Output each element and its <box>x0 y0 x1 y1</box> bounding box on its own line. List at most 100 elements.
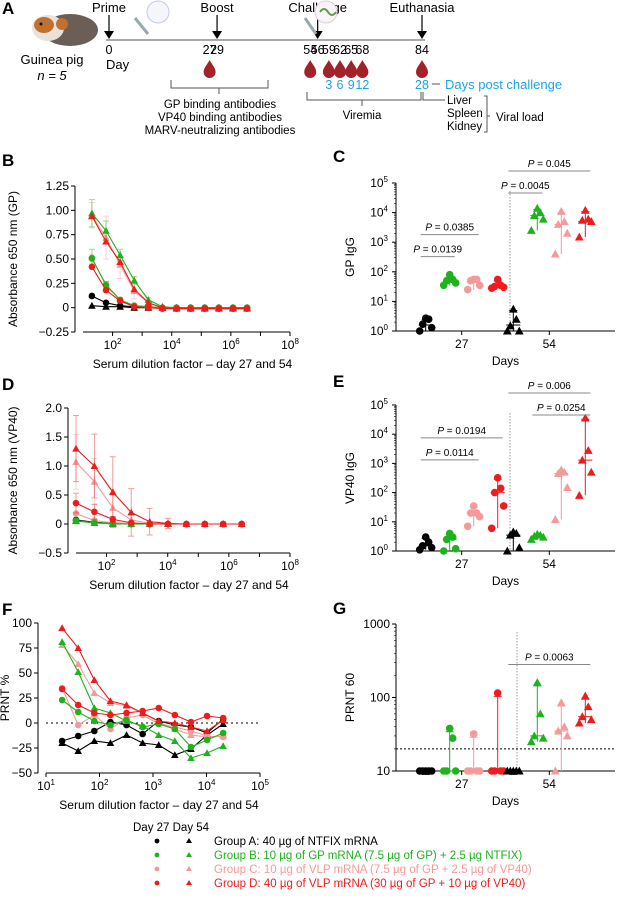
triangle-marker <box>74 668 83 676</box>
triangle-point <box>505 321 515 330</box>
x-axis-label: Serum dilution factor – day 27 and 54 <box>89 578 289 592</box>
y-tick-label: 10 <box>377 764 391 778</box>
triangle-point <box>550 249 560 258</box>
group-groupC-day54 <box>550 207 572 258</box>
group-groupA-day54 <box>502 304 524 335</box>
day-tick-84: 84 <box>415 43 429 57</box>
organ-kidney: Kidney <box>447 121 482 133</box>
triangle-marker-icon <box>186 852 192 857</box>
median-range-bar <box>466 736 481 772</box>
circle-point <box>469 730 478 738</box>
triangle-point <box>502 326 512 335</box>
x-tick-label: 54 <box>543 777 557 791</box>
x-tick-label: 102 <box>98 558 116 573</box>
circle-marker <box>91 709 98 717</box>
panel-letter-d: D <box>2 375 14 394</box>
legend-label: Group A: 40 µg of NTFIX mRNA <box>214 836 378 848</box>
circle-point <box>418 542 427 550</box>
triangle-point <box>577 455 587 464</box>
blood-drop-icon <box>345 60 358 78</box>
arrow-down-icon <box>212 31 223 39</box>
circle-point <box>439 547 448 555</box>
group-groupB-day54 <box>526 529 548 543</box>
triangle-point <box>511 314 521 323</box>
circle-marker <box>107 721 114 729</box>
day-tick-59: 59 <box>322 43 336 57</box>
series-line <box>91 257 248 309</box>
triangle-marker <box>203 749 211 757</box>
group-groupB-day27 <box>439 270 460 290</box>
y-tick-label: 0.5 <box>45 488 62 502</box>
circle-marker <box>171 725 179 733</box>
n-label: n = 5 <box>37 68 67 83</box>
triangle-marker <box>154 731 163 739</box>
triangle-marker <box>130 276 139 284</box>
syringe-icon <box>133 0 170 35</box>
y-tick-label: 1.25 <box>46 179 70 193</box>
triangle-point <box>586 715 596 724</box>
y-axis-label: Absorbance 650 nm (VP40) <box>6 406 20 554</box>
triangle-point <box>550 766 560 775</box>
triangle-point <box>580 691 590 700</box>
antibody-bracket <box>170 80 269 94</box>
triangle-point <box>580 205 590 214</box>
triangle-marker <box>90 704 99 712</box>
panel-letter-c: C <box>333 147 345 166</box>
triangle-point <box>562 731 572 740</box>
day-tick-0: 0 <box>106 43 113 57</box>
circle-marker <box>74 701 82 709</box>
triangle-marker <box>116 258 124 265</box>
p-value-label: P = 0.0194 <box>437 426 486 437</box>
triangle-marker <box>102 237 110 245</box>
triangle-point <box>514 326 524 335</box>
y-tick-label: 100 <box>370 543 388 558</box>
x-tick-label: 54 <box>543 557 557 571</box>
circle-marker <box>58 696 66 704</box>
triangle-point <box>550 515 560 523</box>
triangle-marker <box>219 520 228 528</box>
blood-drop-icon <box>304 60 317 78</box>
triangle-marker <box>72 517 80 525</box>
dpc-label: Days post challenge <box>445 77 562 92</box>
day-tick-54: 54 <box>303 43 317 57</box>
panel-letter-b: B <box>2 151 14 170</box>
group-groupD-day54 <box>574 691 596 727</box>
series-groupD-day54 <box>58 624 227 735</box>
triangle-marker <box>138 722 147 730</box>
organ-spleen: Spleen <box>447 108 483 120</box>
triangle-point <box>535 208 545 217</box>
group-groupA-day54 <box>502 527 524 555</box>
viremia-bracket <box>306 92 422 106</box>
day-tick-27: 27 <box>203 43 217 57</box>
x-axis-label: Serum dilution factor – day 27 and 54 <box>59 798 259 812</box>
circle-marker <box>219 729 227 737</box>
arrow-down-icon <box>104 31 114 39</box>
triangle-point <box>526 737 536 746</box>
circle-point <box>469 502 478 510</box>
y-axis-label: PRNT % <box>0 674 12 721</box>
event-label-prime: Prime <box>92 0 126 15</box>
y-axis-label: VP40 IgG <box>343 452 357 504</box>
y-tick-label: 105 <box>370 397 388 412</box>
p-value-label: P = 0.0139 <box>413 245 462 256</box>
triangle-marker <box>90 689 99 697</box>
p-value-label: P = 0.006 <box>528 381 572 392</box>
circle-point <box>421 314 430 323</box>
panel-letter-g: G <box>333 599 346 618</box>
triangle-marker <box>90 737 99 745</box>
triangle-marker <box>58 739 66 747</box>
series-groupA-day27 <box>72 516 245 528</box>
triangle-marker <box>72 444 80 452</box>
day-tick-68: 68 <box>355 43 369 57</box>
y-tick-label: 102 <box>370 485 388 500</box>
legend-item-groupC: Group C: 10 µg of VLP mRNA (7.5 µg of GP… <box>154 864 532 876</box>
median-range-bar <box>554 470 569 520</box>
y-tick-label: 104 <box>370 426 388 441</box>
circle-point <box>475 281 484 290</box>
y-tick-label: 0.25 <box>46 276 70 290</box>
circle-point <box>445 270 454 279</box>
circle-point <box>451 544 460 553</box>
p-value-label: P = 0.045 <box>528 159 572 170</box>
triangle-point <box>577 712 587 721</box>
